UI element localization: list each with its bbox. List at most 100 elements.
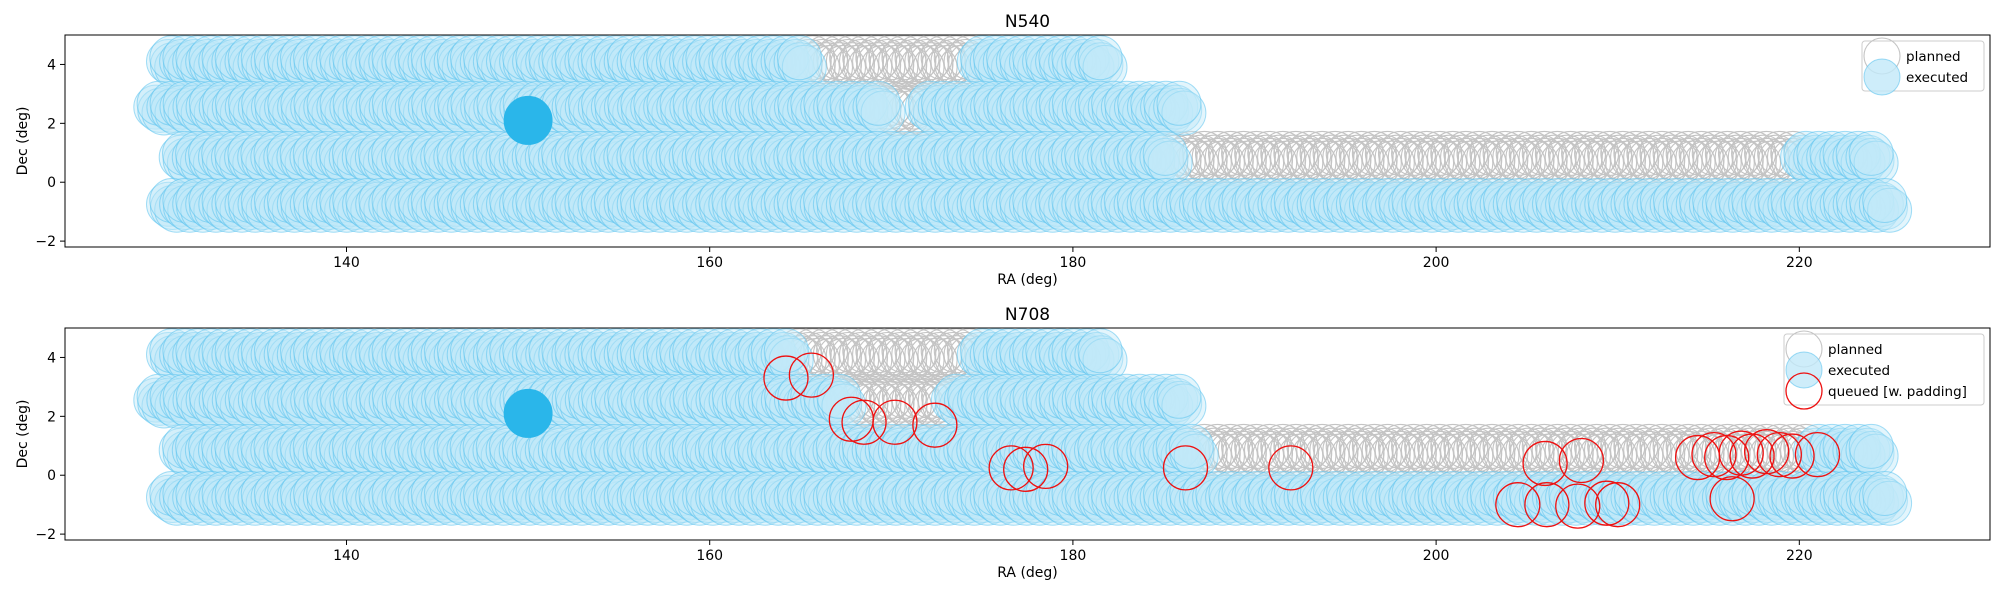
planned-footprint (1592, 140, 1638, 186)
planned-footprint (865, 84, 911, 130)
planned-footprint (1696, 140, 1742, 186)
planned-footprint (1291, 140, 1337, 186)
executed-footprint (1862, 471, 1908, 516)
executed-footprint (776, 35, 822, 81)
y-tick-label: 2 (47, 116, 56, 132)
planned-footprint (1748, 140, 1795, 186)
y-axis-label: Dec (deg) (15, 400, 31, 469)
highlighted-footprint (503, 388, 553, 438)
x-tick-label: 180 (1060, 548, 1087, 564)
planned-footprint (891, 84, 937, 130)
chart-panel-n540: 140 160 180 200 220 −2 0 2 4 N540 RA (deg) Dec (deg… (15, 12, 1991, 288)
planned-footprint (1199, 140, 1245, 186)
planned-footprint (1369, 140, 1415, 186)
planned-footprint (1225, 140, 1272, 186)
planned-footprint (1382, 140, 1428, 186)
executed-footprint (1862, 178, 1908, 223)
x-axis-label: RA (deg) (997, 272, 1058, 288)
y-tick-label: 0 (47, 468, 56, 484)
executed-series (133, 328, 1913, 526)
planned-footprint (1578, 140, 1625, 186)
x-tick-label: 180 (1060, 255, 1087, 271)
executed-footprint (1156, 373, 1202, 419)
x-tick-label: 200 (1423, 255, 1450, 271)
y-tick-label: 0 (47, 175, 56, 191)
planned-footprint (1670, 140, 1716, 186)
planned-footprint (1487, 140, 1533, 186)
planned-footprint (1448, 140, 1494, 186)
executed-footprint (763, 328, 809, 374)
executed-footprint (1077, 35, 1123, 81)
executed-footprint (855, 80, 901, 126)
planned-footprint (1722, 140, 1768, 186)
plot-area (133, 328, 1913, 529)
y-tick-label: 4 (47, 57, 56, 73)
planned-footprint (1317, 140, 1363, 186)
planned-footprint (1539, 140, 1585, 186)
executed-footprint (1077, 328, 1123, 374)
planned-footprint (1775, 140, 1821, 186)
executed-footprint (852, 84, 898, 130)
planned-footprint (1395, 140, 1442, 186)
x-tick-label: 220 (1786, 548, 1813, 564)
planned-footprint (1265, 140, 1311, 186)
planned-footprint (1278, 140, 1324, 186)
chart-panel-n708: 140 160 180 200 220 −2 0 2 4 N708 RA (deg) Dec (deg… (15, 305, 1991, 581)
planned-footprint (1409, 140, 1455, 186)
planned-footprint (1474, 140, 1520, 186)
planned-footprint (1709, 140, 1755, 186)
planned-footprint (1631, 140, 1677, 186)
legend-marker-executed (1785, 351, 1823, 389)
y-axis-label: Dec (deg) (15, 107, 31, 176)
planned-footprint (1343, 140, 1389, 186)
executed-footprint (1848, 130, 1894, 176)
executed-footprint (816, 373, 862, 419)
x-axis-label: RA (deg) (997, 565, 1058, 581)
executed-footprint (1156, 80, 1202, 126)
x-tick-label: 160 (696, 548, 723, 564)
planned-footprint (878, 84, 924, 130)
planned-footprint (1435, 140, 1481, 186)
x-tick-label: 160 (696, 255, 723, 271)
planned-footprint (1212, 140, 1258, 186)
legend-label: queued [w. padding] (1828, 384, 1967, 400)
legend-marker-executed (1863, 58, 1901, 96)
planned-footprint (1513, 140, 1559, 186)
legend-label: planned (1906, 49, 1961, 65)
planned-footprint (1565, 140, 1612, 186)
x-tick-label: 140 (333, 255, 360, 271)
planned-footprint (860, 44, 906, 90)
planned-footprint (1735, 140, 1782, 186)
planned-footprint (1330, 140, 1376, 186)
legend-label: planned (1828, 342, 1883, 358)
chart-title: N540 (1005, 12, 1050, 32)
planned-footprint (1526, 140, 1572, 186)
planned-footprint (1605, 140, 1651, 186)
y-tick-label: 2 (47, 409, 56, 425)
planned-footprint (1618, 140, 1664, 186)
plot-area (133, 35, 1913, 233)
planned-footprint (1252, 140, 1298, 186)
planned-footprint (1356, 140, 1402, 186)
legend: planned executed queued [w. padding] (1783, 330, 1985, 410)
planned-footprint (1239, 140, 1285, 186)
executed-footprint (1848, 423, 1894, 469)
y-tick-label: −2 (35, 234, 56, 250)
x-tick-label: 140 (333, 548, 360, 564)
planned-footprint (1644, 140, 1690, 186)
planned-footprint (1500, 140, 1546, 186)
y-tick-label: −2 (35, 527, 56, 543)
planned-footprint (1304, 140, 1350, 186)
chart-title: N708 (1005, 305, 1050, 325)
legend: planned executed (1861, 37, 1985, 96)
planned-footprint (1762, 140, 1808, 186)
legend-label: executed (1906, 70, 1968, 86)
executed-footprint (1142, 130, 1188, 176)
planned-footprint (1552, 140, 1598, 186)
planned-footprint (1683, 140, 1729, 186)
x-tick-label: 200 (1423, 548, 1450, 564)
legend-label: executed (1828, 363, 1890, 379)
executed-footprint (1153, 84, 1199, 130)
planned-footprint (1657, 140, 1703, 186)
